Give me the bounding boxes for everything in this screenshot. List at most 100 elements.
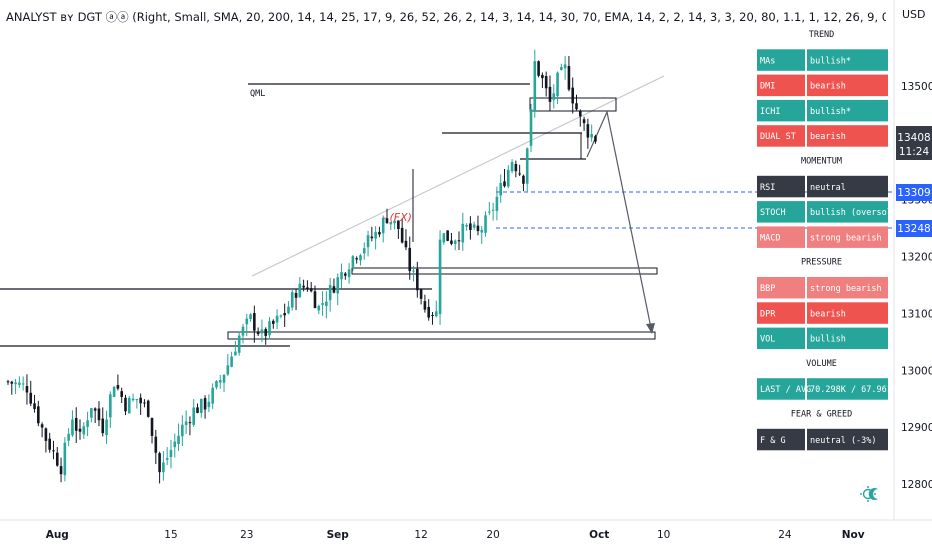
ascending-trendline[interactable] bbox=[251, 75, 665, 277]
candle-body bbox=[188, 422, 192, 424]
candle-body bbox=[408, 247, 412, 272]
candle-body bbox=[586, 124, 590, 138]
time-axis[interactable]: Aug 15 23 Sep 12 20 Oct 10 24 Nov bbox=[46, 529, 865, 541]
price-tick-label: 13100 bbox=[901, 308, 932, 320]
time-tick-label: 10 bbox=[657, 529, 670, 541]
candle-body bbox=[506, 169, 510, 187]
table-row-label: RSI bbox=[760, 183, 775, 193]
table-row-label: LAST / AVG bbox=[760, 385, 811, 395]
candle-body bbox=[461, 223, 465, 243]
candle-body bbox=[582, 119, 586, 124]
candle-body bbox=[453, 240, 457, 245]
table-row-value: bearish bbox=[810, 82, 846, 92]
candle-body bbox=[218, 380, 222, 383]
table-label-cell bbox=[757, 327, 805, 350]
candle-body bbox=[165, 458, 169, 460]
table-row-value: bullish (oversold)* bbox=[810, 208, 907, 218]
candle-body bbox=[347, 269, 351, 278]
level-price-2: 13248 bbox=[897, 223, 930, 235]
candle-body bbox=[340, 272, 343, 280]
table-row-value: strong bearish bbox=[810, 233, 882, 243]
analysis-table: TREND MAs bullish* DMI bearish ICHI bullish* DU… bbox=[757, 30, 907, 451]
table-section-title: VOLUME bbox=[806, 359, 837, 369]
candle-body bbox=[139, 397, 142, 404]
candle-body bbox=[181, 424, 184, 437]
candle-body bbox=[393, 220, 396, 224]
candle-body bbox=[199, 398, 203, 413]
table-value-cell bbox=[807, 302, 888, 324]
candle-body bbox=[124, 397, 127, 412]
candle-body bbox=[112, 386, 116, 397]
candle-body bbox=[260, 329, 264, 334]
candle-body bbox=[302, 285, 305, 288]
table-row-value: bearish bbox=[810, 132, 846, 142]
table-row-label: STOCH bbox=[760, 208, 786, 218]
candle-body bbox=[480, 229, 484, 233]
mid-support-zone[interactable] bbox=[351, 267, 658, 275]
candle-body bbox=[450, 240, 453, 244]
candle-body bbox=[306, 287, 309, 290]
candle-body bbox=[362, 248, 366, 254]
table-label-cell bbox=[757, 302, 805, 324]
candle-body bbox=[67, 433, 70, 441]
candle-body bbox=[548, 86, 552, 102]
table-row-label: DUAL ST bbox=[760, 132, 796, 142]
candle-body bbox=[438, 239, 442, 315]
table-value-cell bbox=[807, 201, 888, 223]
target-zone[interactable] bbox=[227, 331, 656, 340]
candle-body bbox=[78, 428, 82, 432]
table-row-label: DMI bbox=[760, 82, 775, 92]
price-tick-label: 12800 bbox=[901, 479, 932, 491]
table-section-title: PRESSURE bbox=[801, 258, 842, 268]
candle-body bbox=[351, 256, 355, 267]
candle-body bbox=[499, 183, 502, 196]
table-value-cell bbox=[807, 49, 888, 71]
candle-body bbox=[29, 392, 33, 404]
candle-body bbox=[162, 462, 165, 473]
table-row-value: neutral (-3%) bbox=[810, 436, 877, 446]
candle-body bbox=[491, 209, 495, 211]
table-value-cell bbox=[807, 327, 888, 350]
candle-body bbox=[294, 292, 298, 298]
candle-body bbox=[116, 385, 120, 389]
table-value-cell bbox=[807, 74, 888, 97]
candle-body bbox=[109, 394, 112, 418]
table-row-label: F & G bbox=[760, 436, 786, 446]
candle-body bbox=[105, 419, 108, 436]
candle-body bbox=[484, 215, 487, 233]
candle-body bbox=[537, 61, 540, 76]
candle-body bbox=[563, 64, 567, 69]
candle-body bbox=[381, 217, 385, 234]
candle-body bbox=[196, 407, 199, 413]
candle-body bbox=[571, 87, 575, 104]
table-row-value: neutral bbox=[810, 183, 846, 193]
candle-body bbox=[241, 326, 245, 336]
candle-body bbox=[298, 283, 302, 298]
candle-body bbox=[359, 255, 362, 261]
candle-body bbox=[14, 382, 17, 385]
candle-body bbox=[177, 435, 180, 445]
projection-arrow[interactable] bbox=[586, 110, 655, 334]
candle-body bbox=[575, 103, 578, 110]
candle-body bbox=[44, 428, 48, 441]
qml-annotation: QML bbox=[250, 89, 265, 99]
candle-body bbox=[52, 450, 55, 452]
fx-annotation: - (FX) bbox=[382, 211, 412, 224]
table-row-label: VOL bbox=[760, 335, 775, 345]
candle-body bbox=[63, 442, 67, 476]
candle-body bbox=[33, 403, 36, 410]
table-row-label: MACD bbox=[760, 233, 780, 243]
candle-body bbox=[594, 136, 597, 142]
candle-body bbox=[370, 236, 374, 239]
candle-body bbox=[150, 417, 154, 436]
candle-body bbox=[192, 407, 196, 425]
table-label-cell bbox=[757, 226, 805, 248]
price-tick-label: 12900 bbox=[901, 422, 932, 434]
candle-body bbox=[518, 173, 521, 175]
level-badge-2: 13248 bbox=[896, 220, 932, 237]
indicator-header[interactable]: ANALYST ʙʏ DGT ⓐⓐ (Right, Small, SMA, 20… bbox=[6, 10, 886, 24]
candle-body bbox=[488, 211, 491, 213]
candle-body bbox=[510, 162, 514, 172]
table-value-cell bbox=[807, 226, 888, 248]
